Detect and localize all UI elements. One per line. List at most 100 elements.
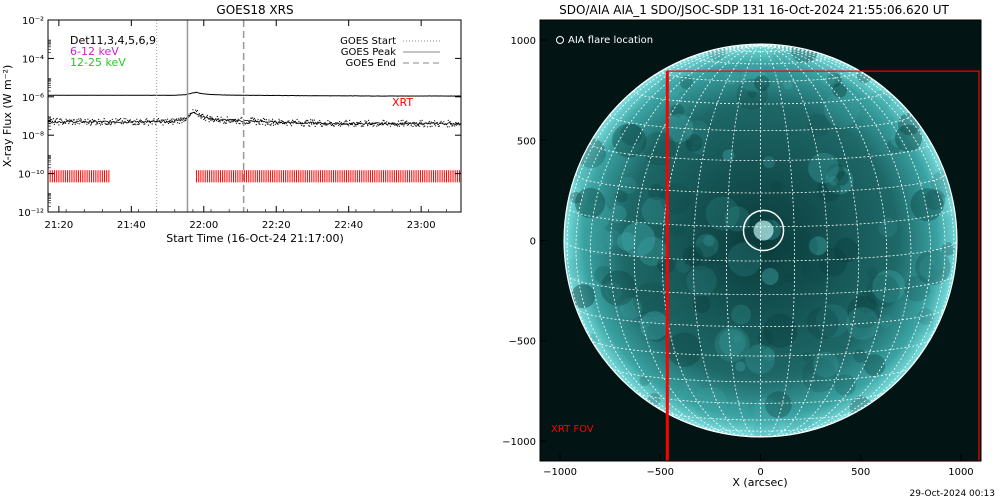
series-point [390,123,392,125]
sun-texture-blob [866,274,900,308]
series-point [183,120,185,122]
longitude-line [692,44,761,437]
series-point [402,119,404,121]
series-point [343,123,345,125]
sun-texture-blob [919,255,944,280]
series-point [312,123,314,125]
series-point [109,124,112,126]
series-point [383,120,385,122]
sun-texture-blob [847,295,880,329]
series-point [418,125,420,127]
series-point [185,119,187,121]
series-point [336,123,338,125]
series-point [305,120,307,122]
series-point [277,123,279,125]
series-point [75,122,77,124]
series-point [222,120,224,122]
series-point [213,121,215,123]
series-point [68,122,70,125]
series-point [203,118,205,121]
series-point [218,120,220,122]
sun-texture-blob [832,83,848,98]
series-point [167,122,170,125]
series-point [387,124,389,126]
series-point [239,123,241,125]
heliographic-grid [564,44,957,437]
sun-texture-blob [915,249,951,285]
series-point [94,120,96,122]
sun-texture-blob [826,72,842,88]
series-point [85,121,87,123]
sun-texture-blob [692,295,711,313]
sun-texture-blob [571,284,596,309]
series-point [251,117,253,119]
series-point [428,120,430,123]
series-point [159,121,161,123]
series-point [223,122,225,124]
series-point [221,119,223,121]
sun-texture-blob [669,221,685,237]
series-point [147,120,149,122]
series-point [114,123,116,125]
series-point [349,119,351,121]
series-point [371,123,373,125]
series-point [152,119,154,121]
series-point [168,121,170,123]
series-point [417,124,419,127]
sun-texture-blob [886,138,902,154]
series-point [226,116,228,118]
series-point [193,111,195,114]
series-point [255,124,257,126]
sun-texture-blob [637,236,667,266]
sun-texture-blob [812,351,839,378]
series-point [165,119,167,121]
series-point [138,123,140,125]
series-point [413,122,415,124]
series-point [119,118,122,120]
series-point [436,122,439,124]
sun-texture-blob [855,291,877,314]
series-point [98,118,100,121]
sun-texture-blob [679,76,693,89]
series-point [374,122,376,125]
series-point [100,122,102,124]
series-point [86,123,88,125]
series-point [339,121,341,123]
series-point [377,123,379,126]
series-point [180,117,182,119]
series-point [423,126,425,128]
longitude-line [760,44,860,437]
series-line [48,111,461,126]
series-point [426,126,429,128]
series-point [146,118,148,120]
series-point [59,118,61,120]
series-point [70,119,73,121]
series-point [77,122,79,124]
series-point [166,120,168,123]
longitude-line [661,44,761,437]
series-point [287,120,289,122]
series-point [130,121,132,123]
sun-texture-blob [714,326,750,362]
series-point [157,119,159,121]
series-point [102,121,104,123]
series-point [342,123,344,125]
sun-texture-blob [621,222,656,257]
sun-texture-blob [869,90,891,112]
series-point [369,123,371,125]
series-point [54,121,56,123]
y-tick-label: 10⁻¹⁰ [18,170,44,181]
series-point [118,119,120,121]
series-point [307,120,309,122]
series-point [202,113,204,115]
series-point [455,122,457,124]
series-point [303,125,305,127]
sun-texture-blob [772,44,808,71]
y-axis-ticks: 10⁻¹² 10⁻¹⁰ 10⁻⁸ 10⁻⁶ 10⁻⁴ 10⁻² [18,16,461,219]
series-point [153,118,155,120]
sun-texture-blob [691,140,706,155]
series-point [311,123,313,125]
series-point [78,118,80,120]
series-point [316,123,318,125]
series-point [326,124,328,126]
